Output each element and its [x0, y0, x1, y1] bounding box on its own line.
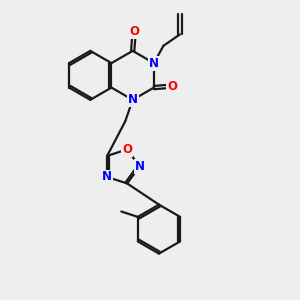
Text: N: N	[134, 160, 145, 173]
Text: O: O	[122, 143, 132, 156]
Text: N: N	[149, 57, 159, 70]
Text: O: O	[167, 80, 177, 93]
Text: O: O	[129, 25, 139, 38]
Text: N: N	[128, 93, 138, 106]
Text: N: N	[102, 170, 112, 184]
